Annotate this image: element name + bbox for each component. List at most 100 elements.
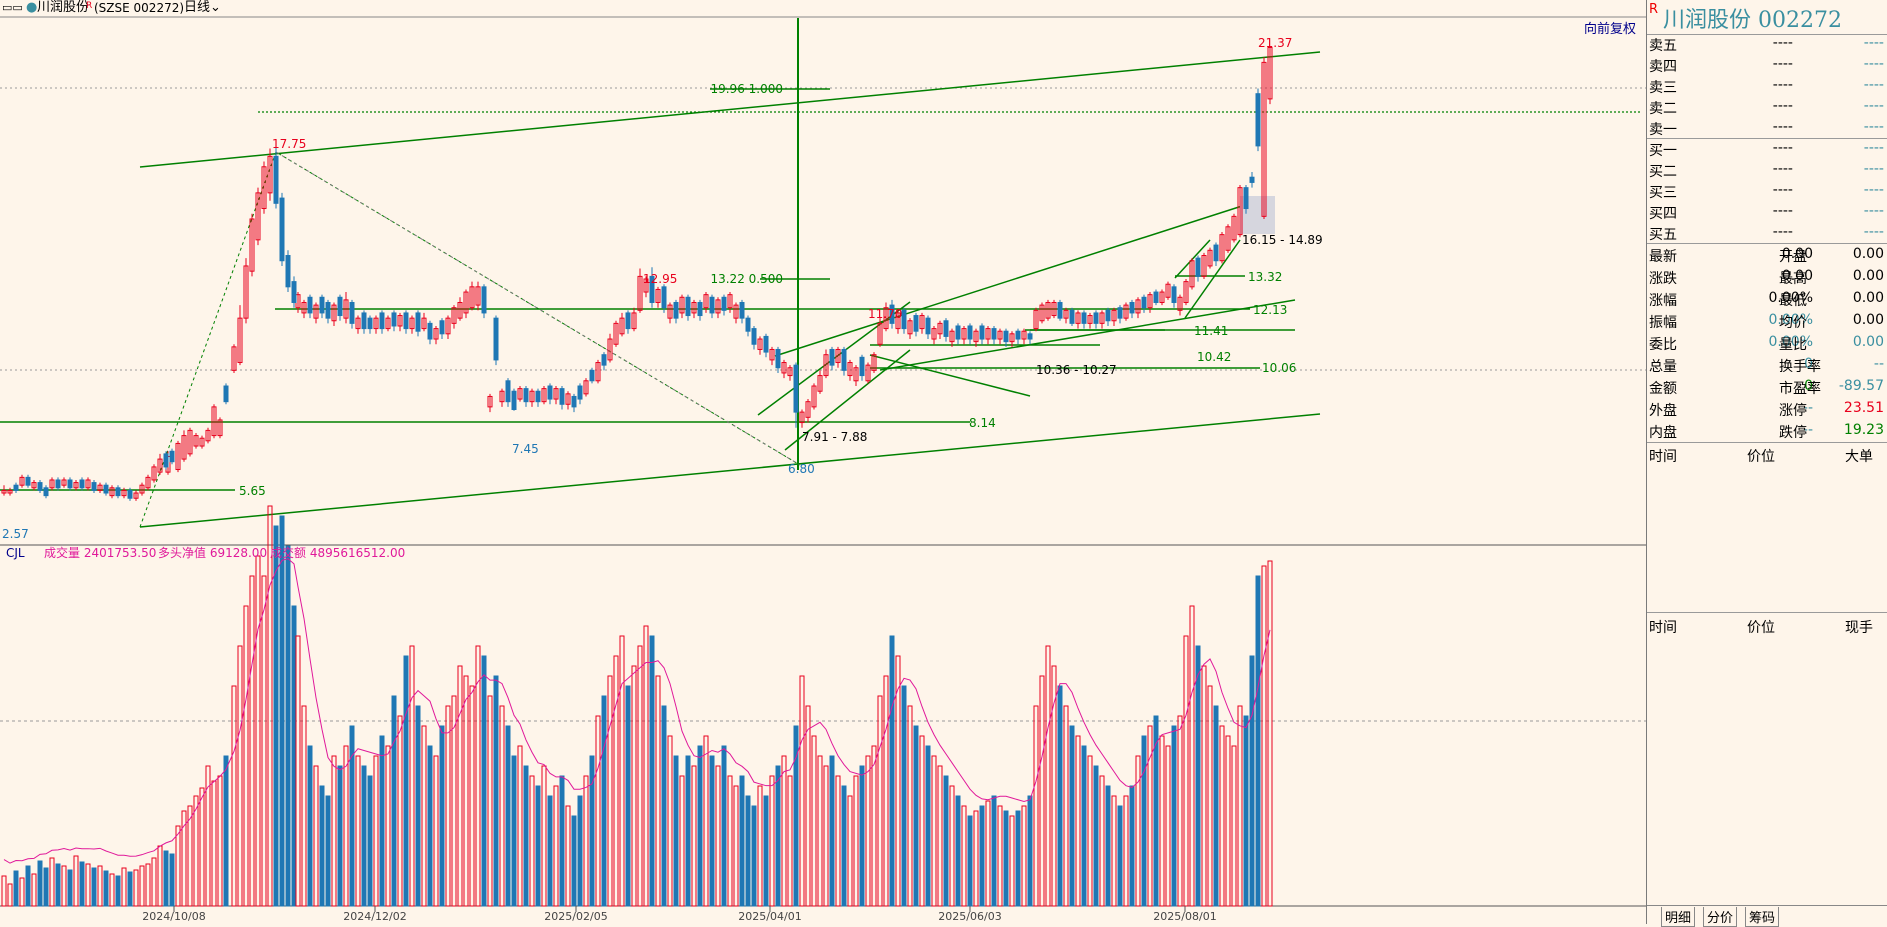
- candle-body: [145, 476, 151, 489]
- volume-bar: [661, 705, 667, 907]
- volume-bar: [1087, 755, 1093, 907]
- order-volume: ----: [1863, 140, 1884, 156]
- candle-body: [61, 479, 67, 486]
- volume-bar: [991, 795, 997, 907]
- candle-body: [961, 328, 967, 340]
- order-label: 买四: [1649, 206, 1677, 222]
- candle-body: [469, 286, 475, 309]
- volume-bar: [1255, 575, 1261, 907]
- quote-row: 总量 0 换手率 --: [1647, 354, 1887, 376]
- trade-col-time: 时间: [1649, 449, 1677, 465]
- candle-body: [451, 307, 457, 324]
- tab-chips[interactable]: 筹码: [1745, 907, 1780, 927]
- level-label: 8.14: [969, 416, 996, 430]
- order-volume: ----: [1863, 182, 1884, 198]
- order-label: 买一: [1649, 143, 1677, 159]
- volume-bar: [1135, 755, 1141, 907]
- volume-bar: [541, 765, 547, 907]
- candle-body: [973, 330, 979, 343]
- candle-body: [1171, 286, 1177, 303]
- price-chart[interactable]: 17.75 12.95 11.70 21.37 7.45 6.80 2.57 19.96 1.…: [0, 0, 1646, 924]
- volume-bar: [1063, 705, 1069, 907]
- volume-bar: [1027, 795, 1033, 907]
- volume-bar: [313, 765, 319, 907]
- volume-bar: [187, 805, 193, 907]
- volume-bar: [231, 685, 237, 907]
- volume-bar: [883, 675, 889, 907]
- volume-bar: [475, 645, 481, 907]
- candle-body: [1105, 309, 1111, 322]
- period-selector[interactable]: 日线⌄: [184, 0, 221, 16]
- volume-bar: [1051, 665, 1057, 907]
- volume-bar: [469, 685, 475, 907]
- volume-bar: [775, 765, 781, 907]
- divider: [1647, 243, 1887, 244]
- quote-v1: 0.00: [1781, 246, 1813, 262]
- volume-bar: [769, 775, 775, 907]
- quote-v1: --: [1802, 400, 1813, 416]
- candle-body: [889, 304, 895, 324]
- candle-body: [187, 429, 193, 455]
- candle-body: [811, 385, 817, 408]
- candle-body: [727, 294, 733, 309]
- candle-body: [799, 411, 805, 424]
- order-row: 买四 ---- ----: [1647, 201, 1887, 222]
- volume-bar: [679, 775, 685, 907]
- volume-bar: [1213, 705, 1219, 907]
- candle-body: [937, 322, 943, 335]
- volume-bar: [907, 705, 913, 907]
- candle-body: [901, 309, 907, 330]
- candle-body: [769, 348, 775, 361]
- volume-bar: [853, 775, 859, 907]
- volume-bar: [409, 645, 415, 907]
- tab-detail[interactable]: 明细: [1661, 907, 1696, 927]
- tab-price-dist[interactable]: 分价: [1703, 907, 1738, 927]
- restore-button[interactable]: 向前复权: [1584, 22, 1637, 37]
- order-row: 卖二 ---- ----: [1647, 96, 1887, 117]
- window-controls-icon[interactable]: ▭▭: [2, 1, 23, 14]
- trade-col-big: 大单: [1845, 449, 1873, 465]
- candle-body: [337, 296, 343, 317]
- volume-bar: [1231, 745, 1237, 907]
- volume-bar: [745, 795, 751, 907]
- candle-body: [211, 406, 217, 437]
- order-row: 卖三 ---- ----: [1647, 75, 1887, 96]
- quote-l1: 内盘: [1649, 425, 1677, 441]
- candle-body: [199, 437, 205, 447]
- order-price: ----: [1772, 140, 1793, 156]
- volume-bar: [19, 877, 25, 907]
- candle-body: [1159, 291, 1165, 303]
- candle-body: [697, 301, 703, 317]
- candle-body: [1165, 283, 1171, 298]
- candle-body: [43, 487, 49, 497]
- quote-l2: 最高: [1779, 271, 1807, 287]
- volume-bar: [691, 765, 697, 907]
- volume-bar: [361, 765, 367, 907]
- level-label: 16.15 - 14.89: [1242, 233, 1323, 247]
- volume-bar: [1177, 715, 1183, 907]
- candle-body: [577, 385, 583, 400]
- volume-bar: [175, 825, 181, 907]
- volume-bar: [829, 755, 835, 907]
- volume-bar: [1243, 715, 1249, 907]
- candle-body: [463, 291, 469, 314]
- order-row: 买三 ---- ----: [1647, 180, 1887, 201]
- candle-body: [703, 294, 709, 309]
- order-label: 买三: [1649, 185, 1677, 201]
- volume-bar: [721, 745, 727, 907]
- volume-bar: [1195, 645, 1201, 907]
- volume-bar: [31, 873, 37, 907]
- quote-v2: 23.51: [1843, 400, 1884, 416]
- candle-body: [175, 442, 181, 471]
- volume-bar: [955, 795, 961, 907]
- quote-l2: 量比: [1779, 337, 1807, 353]
- order-price: ----: [1772, 56, 1793, 72]
- quote-row: 外盘 -- 涨停 23.51: [1647, 398, 1887, 420]
- trade-header: 时间 价位 大单: [1647, 444, 1887, 466]
- quote-l1: 振幅: [1649, 315, 1677, 331]
- trend-line: [869, 354, 1031, 397]
- order-row: 买五 ---- ----: [1647, 222, 1887, 243]
- volume-bar: [243, 605, 249, 907]
- candle-body: [319, 296, 325, 314]
- order-row: 卖一 ---- ----: [1647, 117, 1887, 138]
